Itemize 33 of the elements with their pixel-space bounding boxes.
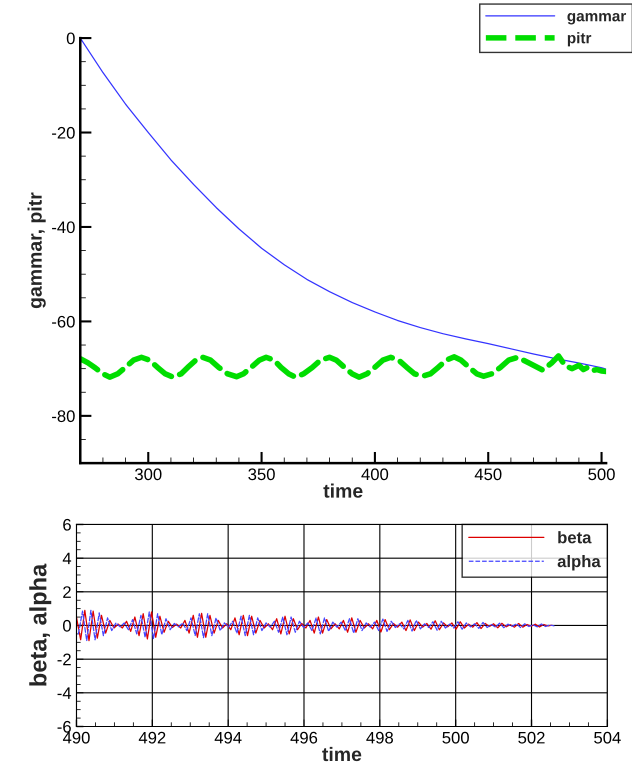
y-tick-label: -20 <box>52 126 75 139</box>
x-tick-label: 494 <box>214 732 242 744</box>
x-tick-label: 400 <box>361 468 388 480</box>
x-axis-title: time <box>322 746 362 762</box>
x-tick-label: 500 <box>588 468 615 480</box>
legend-label: pitr <box>568 32 592 46</box>
x-axis-title: time <box>323 483 363 498</box>
legend-label: alpha <box>558 555 601 571</box>
y-tick-label: 2 <box>63 586 71 598</box>
x-tick-label: 500 <box>442 732 469 744</box>
y-tick-label: -60 <box>52 316 75 328</box>
x-tick-label: 490 <box>62 732 90 744</box>
x-tick-label: 450 <box>474 468 502 480</box>
y-axis-title: gammar, pitr <box>28 192 46 308</box>
y-tick-label: -6 <box>58 720 71 733</box>
y-tick-label: 0 <box>62 620 71 632</box>
y-tick-label: -80 <box>52 410 75 422</box>
x-tick-label: 300 <box>134 468 162 480</box>
y-axis-title: beta, alpha <box>29 564 52 686</box>
x-tick-label: 504 <box>594 732 621 744</box>
y-tick-label: -40 <box>52 221 75 234</box>
y-tick-label: -2 <box>58 654 71 666</box>
y-tick-label: 6 <box>63 518 71 531</box>
legend-label: beta <box>558 531 592 544</box>
y-tick-label: -4 <box>58 687 72 699</box>
y-tick-label: 4 <box>62 552 72 564</box>
x-tick-label: 492 <box>138 732 166 744</box>
x-tick-label: 496 <box>290 732 318 744</box>
x-tick-label: 502 <box>518 732 545 744</box>
x-tick-label: 498 <box>366 732 394 744</box>
y-tick-label: 0 <box>66 32 75 44</box>
x-tick-label: 350 <box>248 468 275 480</box>
legend-label: gammar <box>567 13 626 24</box>
